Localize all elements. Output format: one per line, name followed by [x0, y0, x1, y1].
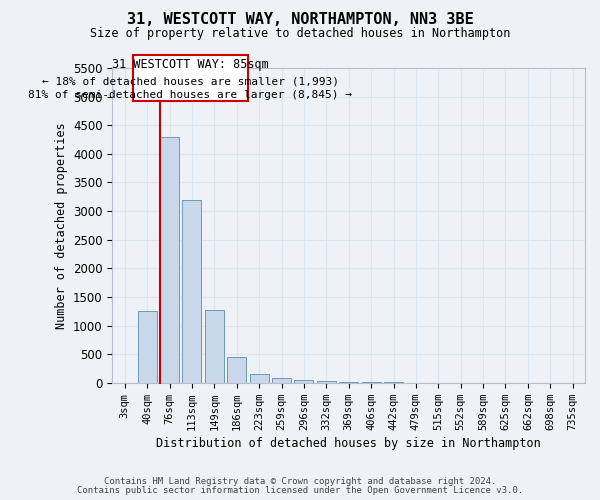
- Text: 31, WESTCOTT WAY, NORTHAMPTON, NN3 3BE: 31, WESTCOTT WAY, NORTHAMPTON, NN3 3BE: [127, 12, 473, 28]
- Text: Contains HM Land Registry data © Crown copyright and database right 2024.: Contains HM Land Registry data © Crown c…: [104, 478, 496, 486]
- Text: 81% of semi-detached houses are larger (8,845) →: 81% of semi-detached houses are larger (…: [28, 90, 352, 100]
- FancyBboxPatch shape: [133, 56, 248, 100]
- Bar: [250, 374, 269, 383]
- Text: Contains public sector information licensed under the Open Government Licence v3: Contains public sector information licen…: [77, 486, 523, 495]
- X-axis label: Distribution of detached houses by size in Northampton: Distribution of detached houses by size …: [157, 437, 541, 450]
- Bar: [205, 310, 224, 383]
- Bar: [272, 378, 291, 383]
- Text: ← 18% of detached houses are smaller (1,993): ← 18% of detached houses are smaller (1,…: [42, 76, 339, 86]
- Bar: [137, 312, 157, 383]
- Bar: [295, 380, 313, 383]
- Bar: [227, 357, 246, 383]
- Text: Size of property relative to detached houses in Northampton: Size of property relative to detached ho…: [90, 28, 510, 40]
- Bar: [339, 382, 358, 383]
- Bar: [160, 136, 179, 383]
- Bar: [182, 200, 202, 383]
- Bar: [317, 381, 336, 383]
- Y-axis label: Number of detached properties: Number of detached properties: [55, 122, 68, 328]
- Bar: [362, 382, 380, 383]
- Text: 31 WESTCOTT WAY: 85sqm: 31 WESTCOTT WAY: 85sqm: [112, 58, 269, 71]
